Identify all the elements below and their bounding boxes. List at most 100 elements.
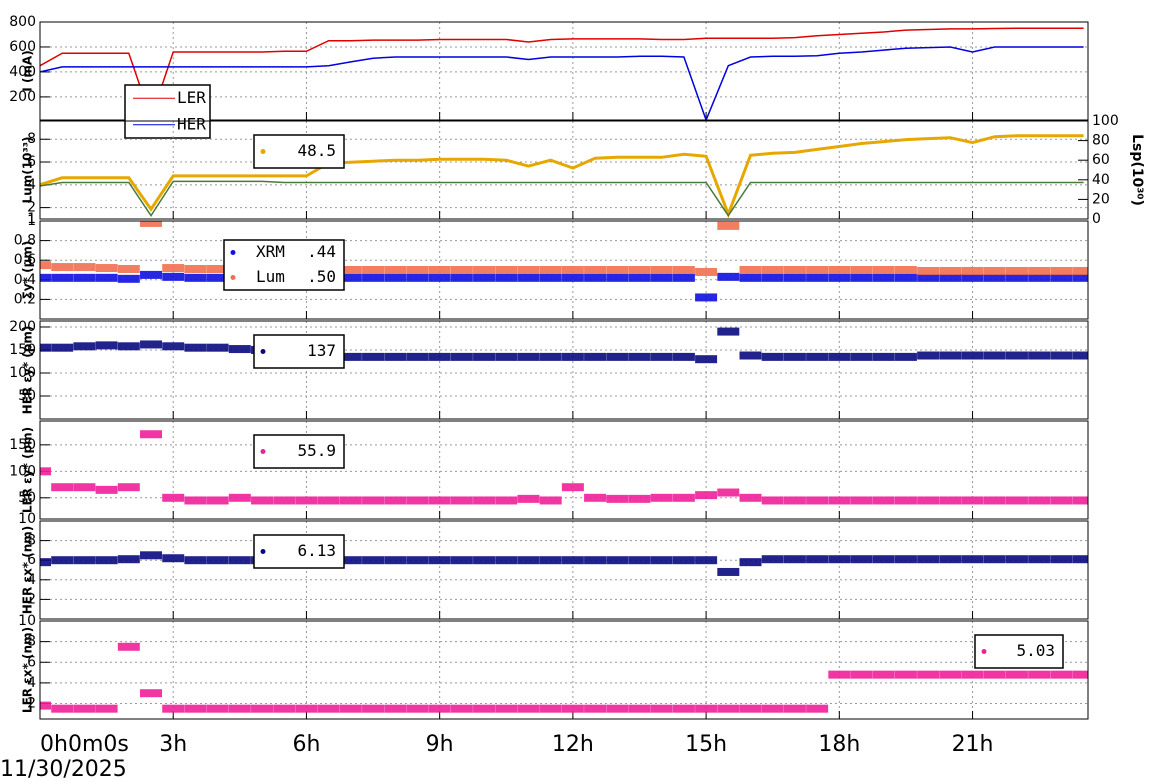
point <box>628 273 651 282</box>
point <box>473 352 496 361</box>
point <box>939 266 962 275</box>
point <box>917 266 940 275</box>
point <box>162 272 185 281</box>
point <box>384 704 407 713</box>
legend: 137 <box>253 334 345 369</box>
point <box>517 273 540 282</box>
point <box>228 493 251 502</box>
y-tick-label: 8 <box>27 634 36 650</box>
plot-area <box>40 551 1088 576</box>
point <box>51 273 74 282</box>
y-tick-label: 6 <box>27 654 36 670</box>
point <box>894 266 917 274</box>
point <box>140 551 163 560</box>
point <box>695 491 718 500</box>
point <box>917 670 940 679</box>
legend-value: 5.03 <box>1016 641 1055 660</box>
series-line <box>40 27 1084 120</box>
point <box>650 556 673 565</box>
point <box>140 689 163 698</box>
y-tick-label: 0.2 <box>14 291 36 307</box>
point <box>339 556 362 565</box>
point <box>1050 266 1073 275</box>
point <box>939 496 962 505</box>
point <box>73 556 96 565</box>
point <box>295 496 318 505</box>
point <box>628 494 651 503</box>
point <box>40 467 51 476</box>
point <box>40 343 51 352</box>
point <box>73 263 96 272</box>
point <box>695 556 718 565</box>
point <box>539 704 562 713</box>
plot-area <box>40 642 1088 713</box>
point <box>761 555 784 564</box>
point <box>362 704 385 713</box>
point <box>1028 266 1051 275</box>
point <box>473 556 496 565</box>
legend-box <box>253 434 345 469</box>
point <box>1028 496 1051 505</box>
point <box>539 556 562 565</box>
point <box>739 273 762 282</box>
point <box>406 352 429 361</box>
point <box>783 266 806 274</box>
point <box>206 496 229 505</box>
point <box>428 496 451 505</box>
y-axis-label: LER εx* (nm) <box>21 627 35 713</box>
point <box>73 704 96 713</box>
point <box>162 704 185 713</box>
legend: 5.03 <box>974 634 1064 669</box>
legend: LER HER <box>124 84 211 139</box>
point <box>95 264 118 273</box>
legend-marker <box>260 349 266 354</box>
point <box>650 273 673 282</box>
legend-marker <box>260 149 266 154</box>
point <box>406 273 429 282</box>
point <box>140 430 163 439</box>
point <box>584 352 607 361</box>
y-tick-label: 150 <box>9 342 36 358</box>
point <box>473 266 496 274</box>
point <box>672 352 695 361</box>
legend-marker <box>230 250 236 255</box>
y-tick-label: 4 <box>27 572 36 588</box>
point <box>406 496 429 505</box>
point <box>1028 273 1051 282</box>
legend-label: LER <box>177 88 206 107</box>
point <box>450 556 473 565</box>
point <box>273 704 296 713</box>
point <box>695 704 718 713</box>
point <box>1072 555 1088 564</box>
y2-tick-label: 60 <box>1092 152 1110 168</box>
point <box>495 352 518 361</box>
y-tick-label: 50 <box>18 490 36 506</box>
point <box>95 341 118 350</box>
frame <box>39 120 1089 220</box>
point <box>184 343 207 352</box>
frame <box>39 320 1089 420</box>
legend-box <box>974 634 1064 669</box>
legend-box <box>124 84 211 139</box>
legend-label: Lum <box>256 267 285 286</box>
legend-box <box>253 534 345 569</box>
point <box>717 272 740 281</box>
point <box>584 704 607 713</box>
point <box>117 642 140 651</box>
y-tick-label: 6 <box>27 154 36 170</box>
point <box>1050 496 1073 505</box>
point <box>650 266 673 274</box>
point <box>806 273 829 282</box>
point <box>739 558 762 567</box>
point <box>983 555 1006 564</box>
point <box>406 704 429 713</box>
point <box>828 555 851 564</box>
point <box>850 496 873 505</box>
point <box>362 273 385 282</box>
y2-axis-label: Lsp(10³⁰) <box>1129 134 1145 206</box>
point <box>51 556 74 565</box>
point <box>606 266 629 274</box>
point <box>695 293 718 302</box>
point <box>450 266 473 274</box>
point <box>184 496 207 505</box>
